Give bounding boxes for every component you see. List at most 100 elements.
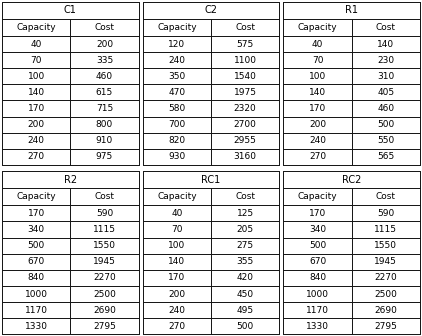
Text: 2690: 2690	[93, 306, 116, 314]
Text: Capacity: Capacity	[157, 192, 197, 201]
Bar	[211, 238, 279, 254]
Bar	[70, 188, 138, 205]
Text: 2270: 2270	[374, 274, 397, 282]
Text: 450: 450	[237, 290, 254, 298]
Bar	[352, 205, 420, 221]
Text: 1975: 1975	[234, 88, 257, 97]
Bar	[143, 68, 211, 84]
Text: Cost: Cost	[95, 23, 114, 32]
Bar	[2, 100, 70, 117]
Text: 170: 170	[309, 104, 326, 113]
Text: Capacity: Capacity	[16, 192, 56, 201]
Text: Capacity: Capacity	[157, 23, 197, 32]
Text: 460: 460	[96, 72, 113, 81]
Text: 820: 820	[168, 136, 185, 145]
Text: 200: 200	[28, 120, 45, 129]
Text: 240: 240	[309, 136, 326, 145]
Bar	[284, 19, 352, 36]
Text: 1330: 1330	[25, 322, 48, 331]
Text: Capacity: Capacity	[298, 23, 337, 32]
Text: 2795: 2795	[374, 322, 397, 331]
Bar	[2, 188, 70, 205]
Text: 715: 715	[96, 104, 113, 113]
Bar	[284, 286, 352, 302]
Text: 1540: 1540	[234, 72, 257, 81]
Text: 405: 405	[377, 88, 394, 97]
Bar	[284, 205, 352, 221]
Text: 1115: 1115	[93, 225, 116, 234]
Text: 120: 120	[168, 40, 185, 48]
Text: 1945: 1945	[93, 257, 116, 266]
Bar	[211, 68, 279, 84]
Bar	[70, 270, 138, 286]
Bar	[352, 19, 420, 36]
Text: 100: 100	[168, 241, 186, 250]
Text: 355: 355	[236, 257, 254, 266]
Text: 2500: 2500	[93, 290, 116, 298]
Bar	[211, 270, 279, 286]
Text: 100: 100	[309, 72, 326, 81]
Bar	[352, 133, 420, 149]
Bar	[70, 149, 138, 165]
Text: 1100: 1100	[234, 56, 257, 65]
Bar	[352, 84, 420, 100]
Text: 270: 270	[168, 322, 185, 331]
Text: 350: 350	[168, 72, 186, 81]
Bar	[2, 221, 70, 238]
Text: 270: 270	[309, 153, 326, 161]
Text: 1115: 1115	[374, 225, 397, 234]
Bar	[143, 221, 211, 238]
Bar	[284, 68, 352, 84]
Bar	[143, 171, 279, 334]
Bar	[211, 221, 279, 238]
Text: 205: 205	[237, 225, 254, 234]
Bar	[70, 100, 138, 117]
Text: C1: C1	[64, 5, 77, 15]
Text: 910: 910	[96, 136, 113, 145]
Bar	[2, 133, 70, 149]
Bar	[284, 149, 352, 165]
Bar	[2, 117, 70, 133]
Text: 40: 40	[30, 40, 42, 48]
Bar	[2, 205, 70, 221]
Bar	[284, 302, 352, 318]
Bar	[70, 84, 138, 100]
Text: Capacity: Capacity	[16, 23, 56, 32]
Bar	[211, 19, 279, 36]
Bar	[284, 188, 352, 205]
Bar	[2, 19, 70, 36]
Bar	[2, 52, 70, 68]
Bar	[211, 318, 279, 334]
Bar	[352, 100, 420, 117]
Text: 70: 70	[312, 56, 323, 65]
Text: 335: 335	[96, 56, 113, 65]
Text: 200: 200	[309, 120, 326, 129]
Bar	[70, 117, 138, 133]
Bar	[2, 2, 138, 19]
Text: 550: 550	[377, 136, 395, 145]
Bar	[2, 2, 138, 165]
Bar	[352, 68, 420, 84]
Bar	[143, 238, 211, 254]
Text: 240: 240	[168, 56, 185, 65]
Bar	[143, 205, 211, 221]
Text: RC1: RC1	[201, 175, 221, 184]
Text: 1170: 1170	[25, 306, 48, 314]
Text: 100: 100	[27, 72, 45, 81]
Text: 1945: 1945	[374, 257, 397, 266]
Bar	[2, 254, 70, 270]
Bar	[143, 318, 211, 334]
Bar	[352, 318, 420, 334]
Bar	[352, 149, 420, 165]
Bar	[143, 286, 211, 302]
Bar	[284, 270, 352, 286]
Text: 70: 70	[30, 56, 42, 65]
Bar	[211, 302, 279, 318]
Bar	[143, 302, 211, 318]
Bar	[70, 254, 138, 270]
Bar	[70, 133, 138, 149]
Bar	[2, 36, 70, 52]
Text: Capacity: Capacity	[298, 192, 337, 201]
Text: 240: 240	[168, 306, 185, 314]
Text: 70: 70	[171, 225, 183, 234]
